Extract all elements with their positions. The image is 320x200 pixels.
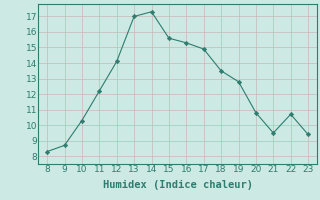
X-axis label: Humidex (Indice chaleur): Humidex (Indice chaleur)	[103, 180, 252, 190]
